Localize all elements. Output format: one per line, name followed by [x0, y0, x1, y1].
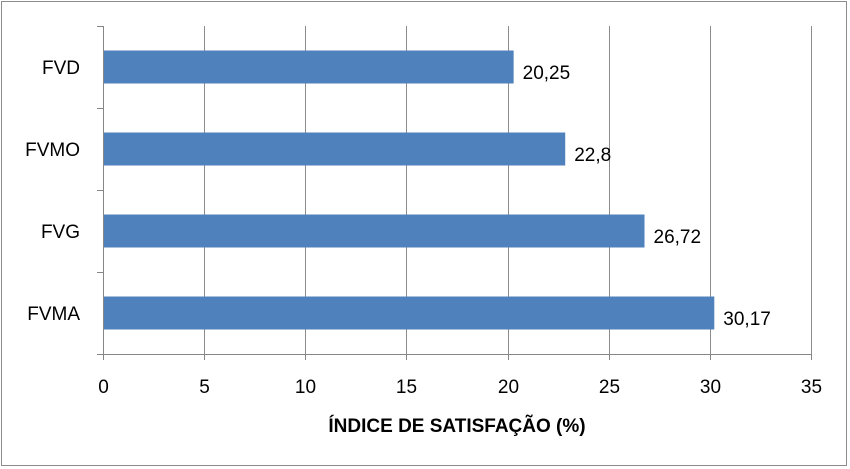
x-tick-label: 20 — [498, 377, 519, 398]
axes — [97, 26, 812, 360]
x-tick-label: 30 — [700, 377, 721, 398]
category-labels: FVD FVMO FVG FVMA — [25, 58, 80, 325]
bar-fvma — [104, 296, 715, 330]
x-tick-label: 25 — [599, 377, 620, 398]
x-tick-label: 10 — [295, 377, 316, 398]
bar-fvd — [104, 50, 514, 84]
x-tick-label: 5 — [199, 377, 210, 398]
x-axis-title: ÍNDICE DE SATISFAÇÃO (%) — [328, 415, 585, 437]
bar-fvmo — [104, 132, 566, 166]
data-label: 22,8 — [574, 145, 611, 166]
category-label: FVMA — [27, 304, 80, 325]
data-label: 20,25 — [523, 63, 571, 84]
x-tick-label: 35 — [801, 377, 822, 398]
bars — [104, 50, 715, 330]
data-label: 30,17 — [723, 309, 771, 330]
category-label: FVD — [42, 58, 80, 79]
category-label: FVMO — [25, 140, 80, 161]
category-label: FVG — [41, 222, 80, 243]
data-labels: 20,25 22,8 26,72 30,17 — [523, 63, 771, 330]
bar-fvg — [104, 214, 645, 248]
x-tick-labels: 0 5 10 15 20 25 30 35 — [98, 377, 822, 398]
x-tick-label: 15 — [396, 377, 417, 398]
x-tick-label: 0 — [98, 377, 109, 398]
data-label: 26,72 — [654, 227, 702, 248]
